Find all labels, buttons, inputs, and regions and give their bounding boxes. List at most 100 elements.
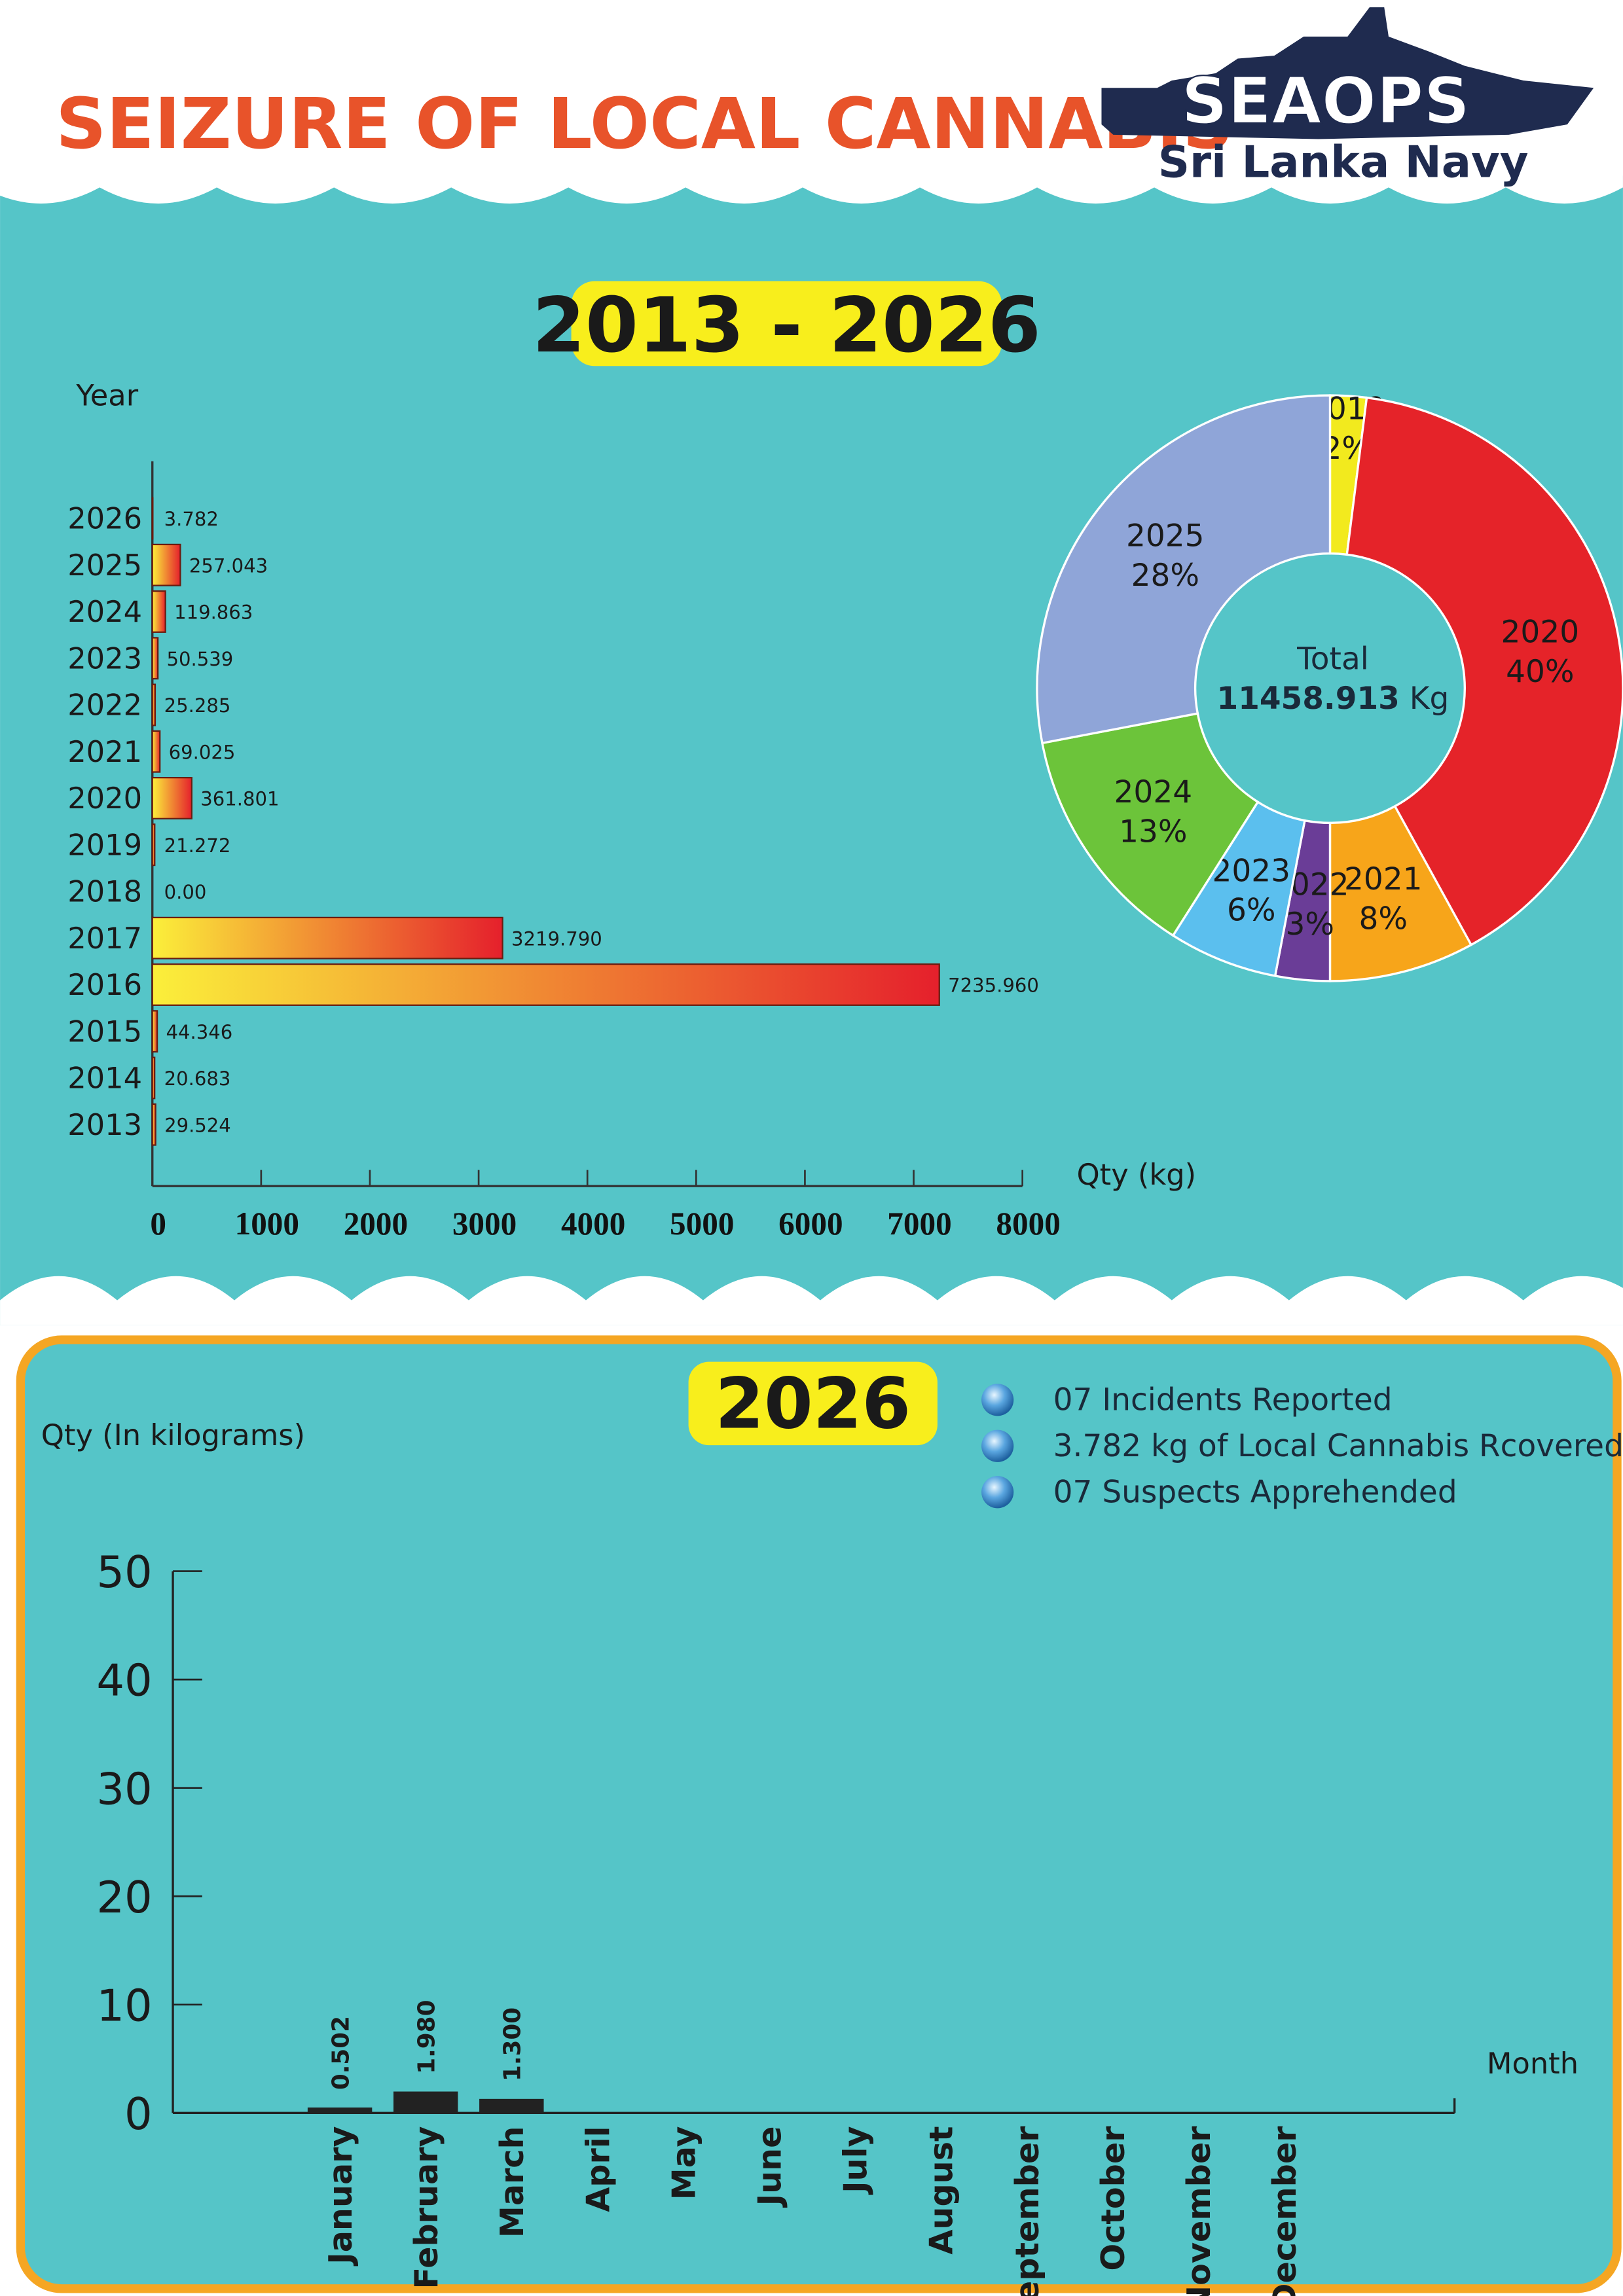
x-tick-label: 3000 [452, 1206, 517, 1242]
pie-slice [1040, 712, 1260, 937]
x-axis-label: Qty (kg) [1076, 1157, 1196, 1192]
chart-title: 2013 - 2026 [532, 281, 1041, 370]
value-label: 361.801 [200, 788, 279, 810]
bar [151, 730, 161, 773]
x-tick-label: October [1094, 2126, 1132, 2271]
slice-category: 2020 [1501, 614, 1580, 650]
waves [0, 0, 1623, 1325]
x-tick-label: May [665, 2126, 702, 2200]
y-tick-label: 2015 [67, 1014, 142, 1049]
y-tick-label: 2017 [67, 921, 142, 956]
slice-category: 2021 [1344, 861, 1423, 897]
bar [151, 1010, 158, 1053]
x-tick-label: 2000 [344, 1206, 408, 1242]
bar [393, 2091, 458, 2113]
bar [151, 1056, 156, 1100]
title-badge [571, 281, 1002, 367]
highlight-text: 3.782 kg of Local Cannabis Rcovered [1053, 1428, 1623, 1464]
value-label: 21.272 [164, 834, 231, 857]
value-label: 1.300 [500, 2007, 526, 2081]
bar [151, 543, 181, 586]
y-tick-label: 2023 [67, 641, 142, 675]
x-tick-label: 6000 [778, 1206, 843, 1242]
y-tick-label: 20 [96, 1872, 152, 1923]
y-tick-label: 40 [96, 1655, 152, 1706]
x-tick-label: September [1008, 2126, 1046, 2296]
x-tick-label: August [922, 2126, 960, 2254]
slice-category: 2025 [1126, 518, 1205, 554]
value-label: 44.346 [166, 1021, 233, 1043]
chart-title: 2026 [715, 1363, 911, 1444]
value-label: 1.980 [414, 2000, 441, 2074]
y-tick-label: 2014 [67, 1061, 142, 1096]
y-tick-label: 2019 [67, 827, 142, 862]
value-label: 0.00 [164, 881, 207, 903]
total-value: 11458.913 [1217, 681, 1400, 717]
x-tick-label: July [837, 2126, 875, 2195]
x-tick-label: February [407, 2126, 445, 2289]
value-label: 0.502 [328, 2016, 355, 2090]
y-axis-label: Year [75, 378, 138, 413]
value-label: 29.524 [164, 1114, 231, 1136]
highlight-text: 07 Suspects Apprehended [1053, 1474, 1457, 1510]
logo: SEAOPS Sri Lanka Navy [1101, 7, 1594, 188]
wave [0, 1276, 1623, 1325]
bar [151, 916, 503, 960]
total: 11458.913 Kg [1217, 681, 1450, 717]
value-label: 50.539 [167, 648, 234, 670]
y-tick-label: 2022 [67, 688, 142, 723]
pie-slice [1036, 394, 1332, 745]
bar [151, 637, 159, 680]
bullet [981, 1384, 1014, 1416]
y-tick-label: 2018 [67, 874, 142, 909]
total-space [1400, 681, 1410, 717]
bar [151, 683, 156, 726]
x-tick-label: November [1180, 2126, 1218, 2296]
highlights: 07 Incidents Reported 3.782 kg of Local C… [981, 1382, 1623, 1510]
value-label: 3.782 [164, 508, 219, 530]
slice-category: 2023 [1212, 853, 1290, 889]
bar [151, 1103, 156, 1146]
value-label: 3219.790 [511, 927, 602, 950]
slice-value-label: 3% [1285, 906, 1334, 942]
value-label: 119.863 [174, 601, 253, 624]
x-tick-label: 5000 [670, 1206, 734, 1242]
monthly-panel [16, 1335, 1622, 2293]
top-panel [0, 175, 1623, 1325]
x-tick-label: 4000 [561, 1206, 625, 1242]
value-label: 25.285 [164, 694, 231, 717]
value-label: 20.683 [164, 1067, 231, 1090]
y-tick-label: 2025 [67, 548, 142, 583]
y-tick-label: 2020 [67, 781, 142, 816]
x-tick-label: 7000 [887, 1206, 951, 1242]
bullet [981, 1429, 1014, 1462]
slice-value-label: 6% [1227, 893, 1276, 929]
y-tick-label: 2024 [67, 594, 142, 629]
wave [0, 0, 1623, 204]
slice-category: 2024 [1114, 774, 1193, 810]
x-tick-label: 1000 [235, 1206, 299, 1242]
bullet [981, 1476, 1014, 1509]
logo-text: SEAOPS [1181, 64, 1470, 139]
value-label: 69.025 [169, 741, 236, 763]
x-tick-label: June [751, 2126, 789, 2208]
y-tick-label: 2026 [67, 501, 142, 536]
total-unit: Kg [1410, 681, 1450, 717]
logo-subtitle: Sri Lanka Navy [1158, 137, 1529, 188]
y-axis-label: Qty (In kilograms) [41, 1418, 305, 1452]
slice-value-label: 8% [1359, 901, 1408, 937]
ship-silhouette [1101, 7, 1594, 139]
x-tick-label: January [321, 2126, 359, 2266]
y-tick-label: 0 [124, 2089, 153, 2140]
x-tick-label: 0 [150, 1206, 166, 1242]
y-tick-label: 10 [96, 1980, 152, 2031]
y-tick-label: 2016 [67, 967, 142, 1002]
y-tick-label: 2013 [67, 1107, 142, 1142]
bar [151, 777, 192, 819]
x-tick-label: March [493, 2126, 531, 2238]
x-axis-label: Month [1487, 2046, 1578, 2081]
value-label: 7235.960 [948, 975, 1039, 997]
bar [151, 963, 940, 1006]
